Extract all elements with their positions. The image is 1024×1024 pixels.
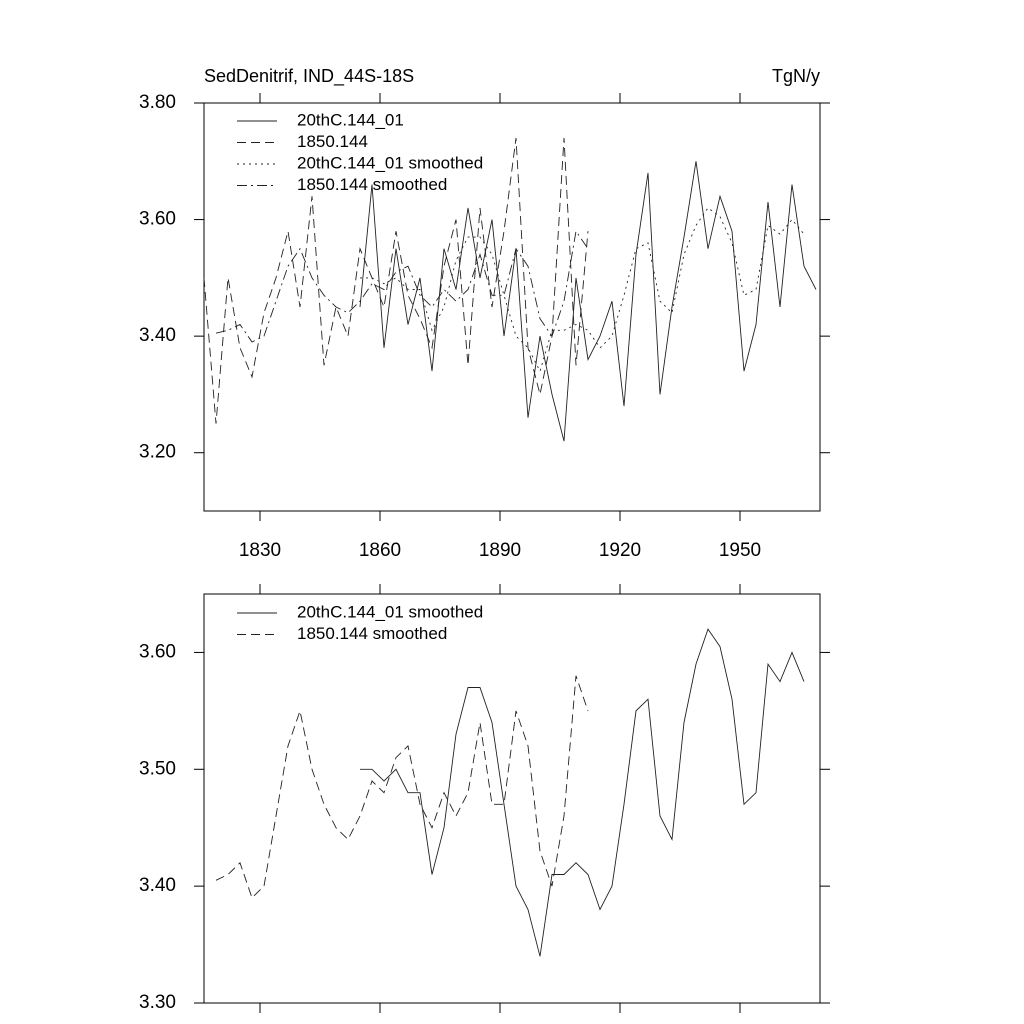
series-line [360,628,805,957]
x-tick-label: 1950 [719,540,761,561]
y-tick-label: 3.60 [139,641,176,662]
series-line [215,675,589,899]
series-line [203,137,589,424]
y-tick-label: 3.20 [139,442,176,463]
units-label: TgN/y [772,66,820,86]
y-tick-label: 3.30 [139,992,176,1013]
y-tick-label: 3.50 [139,758,176,779]
legend-label: 20thC.144_01 smoothed [297,602,483,621]
series-line [359,161,817,442]
legend-label: 1850.144 smoothed [297,175,447,194]
legend-label: 1850.144 [297,132,368,151]
y-tick-label: 3.40 [139,875,176,896]
series-line [215,230,589,343]
x-tick-label: 1860 [359,540,401,561]
plot-frame [203,102,821,512]
chart-title: SedDenitrif, IND_44S-18S [204,66,414,87]
y-tick-label: 3.60 [139,209,176,230]
series-line [360,207,805,373]
legend-label: 20thC.144_01 smoothed [297,153,483,172]
y-tick-label: 3.40 [139,325,176,346]
x-tick-label: 1920 [599,540,641,561]
x-tick-label: 1830 [239,540,281,561]
legend-label: 20thC.144_01 [297,110,404,129]
legend-label: 1850.144 smoothed [297,624,447,643]
plot-frame [203,593,821,1004]
y-tick-label: 3.80 [139,92,176,113]
x-tick-label: 1890 [479,540,521,561]
